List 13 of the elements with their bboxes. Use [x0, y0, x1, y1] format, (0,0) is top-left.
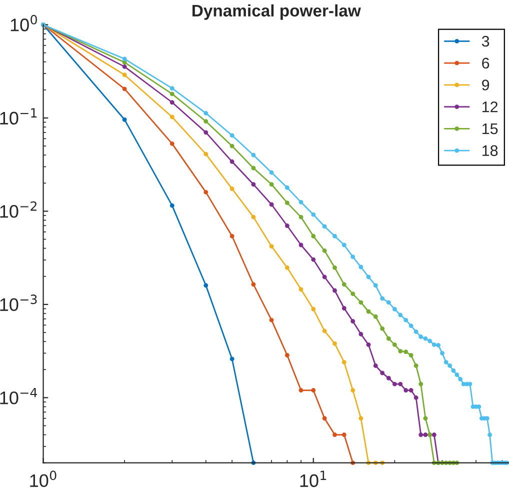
chart-title: Dynamical power-law	[192, 4, 361, 20]
legend-label: 6	[482, 58, 490, 69]
legend-label: 15	[482, 124, 498, 134]
y-tick-label: 10$^{−2}$	[0, 201, 36, 218]
y-tick-label: 10$^{−3}$	[0, 294, 37, 312]
y-tick-label: 10$^{−1}$	[0, 108, 37, 125]
legend-label: 12	[482, 101, 498, 112]
x-tick-label: 10$^{1}$	[300, 470, 326, 488]
legend-label: 18	[482, 145, 498, 156]
legend-label: 9	[482, 80, 490, 90]
legend-label: 3	[482, 36, 490, 47]
y-tick-label: 10$^{−4}$	[0, 388, 38, 404]
y-tick-label: 10$^{0}$	[10, 14, 37, 32]
